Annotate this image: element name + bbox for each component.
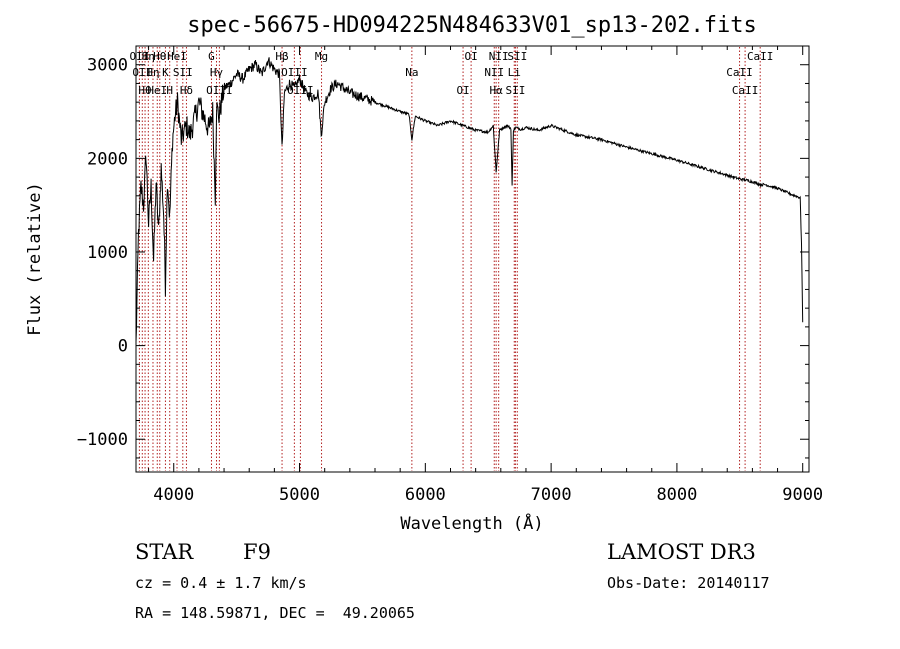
line-marker-label: CaII [726, 66, 753, 79]
line-marker-label: H [166, 84, 173, 97]
line-marker-label: OII [129, 50, 149, 63]
survey-name: LAMOST DR3 [607, 540, 756, 564]
line-marker-label: OI [456, 84, 469, 97]
line-markers [138, 47, 761, 471]
x-tick-label: 6000 [405, 485, 446, 505]
line-marker-label: Hη [146, 66, 159, 79]
x-tick-label: 8000 [656, 485, 697, 505]
y-tick-label: 0 [118, 337, 128, 357]
line-marker-label: SII [507, 50, 527, 63]
line-marker-label: Hδ [180, 84, 193, 97]
x-axis-label: Wavelength (Å) [400, 512, 543, 534]
x-tick-label: 5000 [279, 485, 320, 505]
spectrum-line [135, 57, 804, 342]
y-tick-label: −1000 [77, 430, 128, 450]
line-marker-label: Hη [142, 50, 155, 63]
line-marker-label: HeI [147, 84, 167, 97]
line-marker-label: Mg [315, 50, 328, 63]
line-marker-labels: OIIOIIHθHηHηHeIHθKHHeISIIHδGHγOIIIHβOIII… [129, 50, 773, 97]
axis-ticks: 4000 5000 6000 7000 8000 9000 −1000 0 1000 2000 30… [77, 46, 823, 505]
redshift-text: cz = 0.4 ± 1.7 km/s [135, 574, 307, 592]
line-marker-label: Hα [490, 84, 504, 97]
line-marker-label: NII [489, 50, 509, 63]
plot-frame [135, 45, 810, 473]
line-marker-label: Li [508, 66, 521, 79]
line-marker-label: SII [173, 66, 193, 79]
line-marker-label: OI [464, 50, 477, 63]
line-marker-label: Hγ [210, 66, 224, 79]
line-marker-label: OII [132, 66, 152, 79]
y-tick-label: 2000 [87, 149, 128, 169]
y-tick-label: 3000 [87, 56, 128, 76]
obs-date-text: Obs-Date: 20140117 [607, 574, 770, 592]
line-marker-label: OIII [281, 66, 308, 79]
y-axis-label: Flux (relative) [25, 182, 45, 336]
line-marker-label: CaII [732, 84, 759, 97]
line-marker-label: Hθ [138, 84, 151, 97]
x-tick-label: 7000 [531, 485, 572, 505]
line-marker-label: G [208, 50, 215, 63]
line-marker-label: CaII [747, 50, 774, 63]
line-marker-label: HeI [167, 50, 187, 63]
line-marker-label: Na [405, 66, 418, 79]
line-marker-label: SII [505, 84, 525, 97]
chart-title: spec-56675-HD094225N484633V01_sp13-202.f… [187, 13, 757, 38]
x-tick-label: 9000 [782, 485, 823, 505]
x-tick-label: 4000 [153, 485, 194, 505]
line-marker-label: K [162, 66, 169, 79]
line-marker-label: OIII [206, 84, 233, 97]
line-marker-label: Hθ [153, 50, 166, 63]
coordinates-text: RA = 148.59871, DEC = 49.20065 [135, 604, 415, 622]
y-tick-label: 1000 [87, 243, 128, 263]
spectrum-series [135, 57, 804, 342]
object-subclass: F9 [243, 540, 271, 564]
line-marker-label: NII [484, 66, 504, 79]
line-marker-label: Hβ [275, 50, 289, 63]
object-class: STAR [135, 540, 194, 564]
